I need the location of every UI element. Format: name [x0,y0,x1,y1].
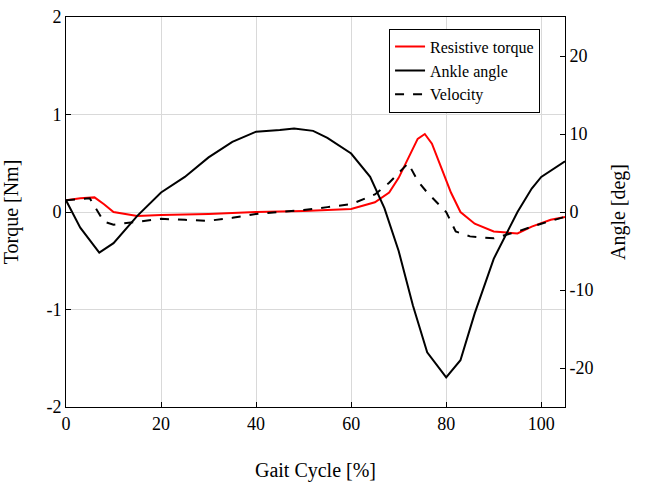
svg-text:2: 2 [52,7,61,27]
svg-text:-1: -1 [46,300,61,320]
svg-text:0: 0 [62,414,71,434]
svg-text:0: 0 [52,202,61,222]
svg-text:Torque [Nm]: Torque [Nm] [0,160,23,265]
svg-text:80: 80 [437,414,455,434]
svg-text:Ankle angle: Ankle angle [430,63,508,81]
svg-text:60: 60 [342,414,360,434]
svg-text:10: 10 [570,124,588,144]
svg-text:40: 40 [247,414,265,434]
svg-text:20: 20 [152,414,170,434]
svg-text:Velocity: Velocity [430,86,483,104]
svg-text:100: 100 [528,414,555,434]
svg-text:-2: -2 [46,397,61,417]
svg-text:Resistive torque: Resistive torque [430,39,534,57]
svg-text:0: 0 [570,202,579,222]
svg-text:1: 1 [52,105,61,125]
svg-text:Angle [deg]: Angle [deg] [607,164,630,260]
svg-text:-20: -20 [570,358,594,378]
svg-text:20: 20 [570,46,588,66]
svg-text:Gait Cycle [%]: Gait Cycle [%] [255,459,376,482]
svg-text:-10: -10 [570,280,594,300]
